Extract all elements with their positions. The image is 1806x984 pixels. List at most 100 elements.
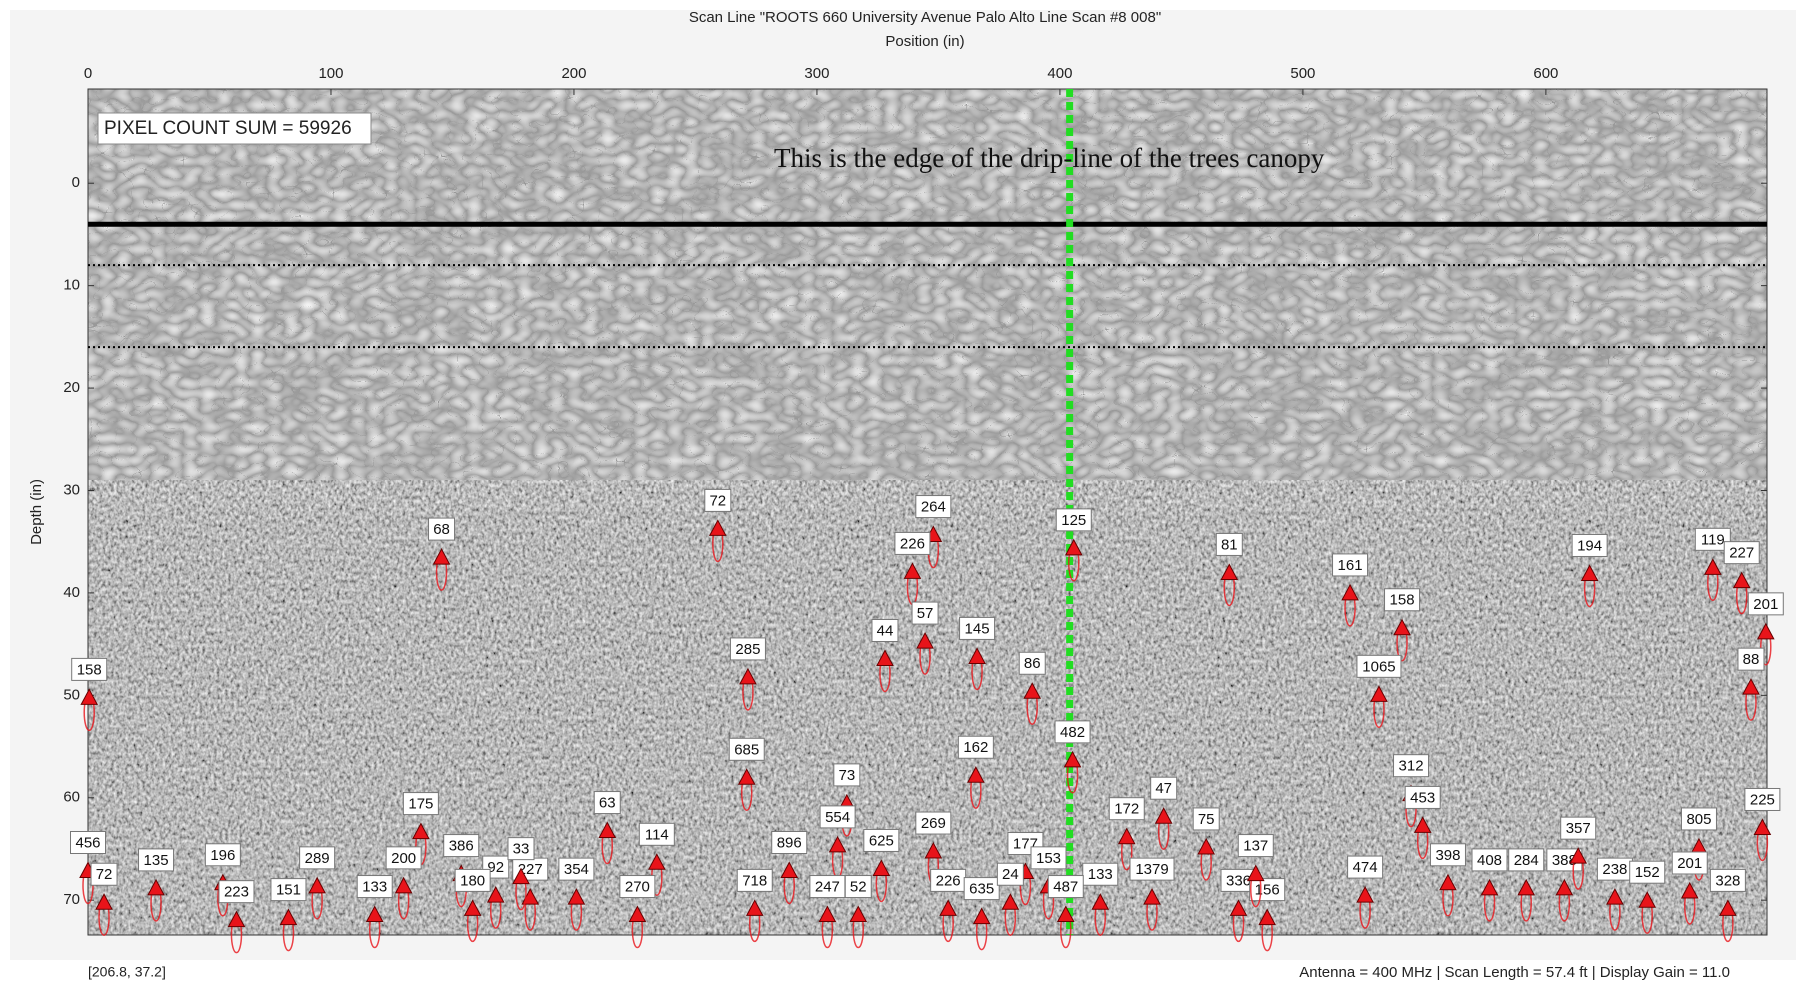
- label-box: [1055, 508, 1092, 532]
- root-marker: [737, 768, 756, 785]
- root-label: 264: [915, 495, 952, 519]
- root-label: 223: [218, 880, 255, 904]
- pixel-count: PIXEL COUNT SUM = 59926: [104, 118, 352, 139]
- x-tick-label: 200: [561, 65, 586, 82]
- root-marker: [598, 821, 617, 839]
- root-label: 133: [1082, 862, 1119, 886]
- root-marker: [463, 899, 482, 916]
- root-marker: [1753, 818, 1772, 835]
- label-text: 896: [777, 834, 802, 851]
- label-box: [507, 837, 535, 861]
- root-marker: [1439, 873, 1457, 891]
- root-marker: [1056, 905, 1075, 923]
- label-box: [1356, 654, 1402, 678]
- label-box: [1129, 857, 1175, 881]
- root-marker: [1246, 864, 1265, 882]
- root-label: 172: [1108, 797, 1145, 821]
- label-box: [1393, 754, 1430, 778]
- root-label: 482: [1054, 720, 1091, 744]
- label-text: 357: [1566, 820, 1591, 837]
- label-text: 201: [1753, 596, 1778, 613]
- root-label: 161: [1332, 553, 1369, 577]
- label-text: 225: [1750, 791, 1775, 808]
- scan-upper: [88, 89, 1767, 509]
- root-marker: [1064, 538, 1083, 556]
- label-box: [299, 846, 336, 870]
- label-box: [558, 857, 595, 881]
- root-marker: [394, 876, 413, 894]
- label-box: [844, 875, 872, 899]
- root-label: 44: [871, 618, 899, 642]
- root-label: 73: [833, 763, 861, 787]
- label-box: [704, 488, 732, 512]
- label-text: 285: [735, 641, 760, 658]
- label-box: [963, 877, 1000, 901]
- label-box: [736, 868, 773, 892]
- root-label: 201: [1671, 851, 1708, 875]
- label-box: [385, 846, 422, 870]
- label-box: [1332, 553, 1369, 577]
- label-text: 247: [815, 879, 840, 896]
- root-label: 52: [844, 875, 872, 899]
- root-label: 226: [930, 868, 967, 892]
- label-text: 194: [1577, 537, 1602, 554]
- y-axis-label: Depth (in): [28, 479, 45, 545]
- label-text: 86: [1024, 655, 1041, 672]
- root-marker: [365, 905, 384, 923]
- root-label: 158: [1384, 588, 1421, 612]
- label-text: 226: [900, 535, 925, 552]
- label-box: [1384, 588, 1421, 612]
- root-marker: [1220, 563, 1239, 580]
- root-marker: [967, 766, 985, 783]
- root-label: 1065: [1356, 654, 1402, 678]
- root-label: 196: [204, 843, 241, 867]
- label-text: 119: [1701, 531, 1725, 548]
- label-text: 52: [850, 879, 867, 896]
- label-text: 289: [305, 850, 330, 867]
- label-box: [619, 875, 656, 899]
- y-tick-label: 30: [63, 481, 80, 498]
- label-box: [138, 848, 175, 872]
- root-label: 75: [1192, 807, 1220, 831]
- root-marker: [745, 899, 764, 916]
- label-box: [1508, 848, 1545, 872]
- dripline-note: This is the edge of the drip-line of the…: [774, 143, 1325, 173]
- label-box: [1082, 862, 1119, 886]
- label-text: 554: [825, 809, 850, 826]
- y-tick-label: 70: [63, 891, 80, 908]
- label-text: 73: [838, 767, 855, 784]
- root-marker: [1229, 899, 1248, 916]
- label-text: 312: [1399, 758, 1424, 775]
- root-label: 125: [1055, 508, 1092, 532]
- label-text: 57: [917, 605, 934, 622]
- label-text: 805: [1686, 811, 1711, 828]
- label-text: 162: [963, 739, 988, 756]
- label-text: 63: [599, 795, 616, 812]
- label-text: 72: [709, 492, 726, 509]
- root-marker: [80, 688, 99, 705]
- label-text: 238: [1602, 861, 1627, 878]
- root-marker: [780, 861, 799, 878]
- root-marker: [968, 647, 986, 664]
- label-text: 388: [1552, 852, 1577, 869]
- label-text: 24: [1002, 866, 1019, 883]
- label-text: 1065: [1362, 658, 1395, 675]
- label-text: 158: [1390, 592, 1415, 609]
- root-label: 312: [1393, 754, 1430, 778]
- root-label: 133: [356, 875, 393, 899]
- label-box: [1709, 868, 1746, 892]
- label-box: [443, 834, 480, 858]
- label-text: 386: [449, 838, 474, 855]
- label-text: 68: [433, 521, 450, 538]
- label-text: 328: [1715, 872, 1740, 889]
- label-text: 133: [362, 879, 387, 896]
- label-text: 635: [969, 881, 994, 898]
- root-marker: [1638, 891, 1657, 908]
- label-text: 75: [1198, 811, 1215, 828]
- label-box: [729, 637, 766, 661]
- root-marker: [567, 888, 586, 905]
- label-text: 135: [144, 852, 169, 869]
- root-label: 63: [593, 791, 621, 815]
- x-tick-label: 600: [1533, 65, 1558, 82]
